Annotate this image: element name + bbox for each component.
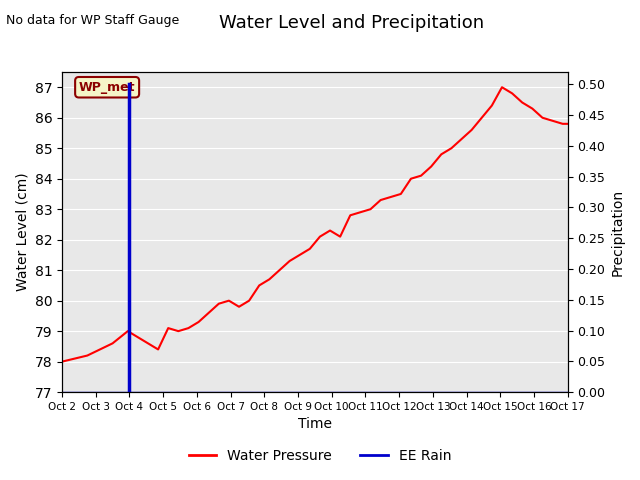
- Water Pressure: [225, 298, 233, 303]
- Water Pressure: [109, 340, 116, 346]
- Water Pressure: [306, 246, 314, 252]
- Water Pressure: [316, 234, 324, 240]
- Water Pressure: [356, 209, 364, 215]
- Water Pressure: [377, 197, 385, 203]
- Text: Water Level and Precipitation: Water Level and Precipitation: [220, 14, 484, 33]
- Water Pressure: [285, 258, 293, 264]
- Water Pressure: [488, 103, 496, 108]
- Water Pressure: [458, 136, 465, 142]
- Water Pressure: [205, 310, 212, 316]
- Water Pressure: [548, 118, 556, 124]
- Water Pressure: [139, 337, 147, 343]
- Text: WP_met: WP_met: [79, 81, 136, 94]
- Water Pressure: [438, 151, 445, 157]
- Water Pressure: [215, 301, 223, 307]
- Water Pressure: [428, 164, 435, 169]
- X-axis label: Time: Time: [298, 418, 332, 432]
- Water Pressure: [559, 121, 566, 127]
- Water Pressure: [296, 252, 303, 258]
- Text: No data for WP Staff Gauge: No data for WP Staff Gauge: [6, 14, 180, 27]
- Line: Water Pressure: Water Pressure: [62, 87, 568, 361]
- Water Pressure: [245, 298, 253, 303]
- Water Pressure: [184, 325, 192, 331]
- Water Pressure: [417, 173, 425, 179]
- Water Pressure: [124, 328, 132, 334]
- Water Pressure: [564, 121, 572, 127]
- Water Pressure: [508, 90, 516, 96]
- Water Pressure: [397, 191, 404, 197]
- Y-axis label: Precipitation: Precipitation: [611, 189, 625, 276]
- Water Pressure: [529, 106, 536, 111]
- Water Pressure: [447, 145, 455, 151]
- Water Pressure: [276, 267, 284, 273]
- Water Pressure: [235, 304, 243, 310]
- Water Pressure: [175, 328, 182, 334]
- Y-axis label: Water Level (cm): Water Level (cm): [15, 173, 29, 291]
- Water Pressure: [387, 194, 395, 200]
- Water Pressure: [518, 100, 526, 106]
- Water Pressure: [336, 234, 344, 240]
- Water Pressure: [83, 353, 91, 359]
- Water Pressure: [195, 319, 202, 325]
- Water Pressure: [164, 325, 172, 331]
- Water Pressure: [154, 347, 162, 352]
- Water Pressure: [346, 213, 354, 218]
- Water Pressure: [58, 359, 66, 364]
- Water Pressure: [367, 206, 374, 212]
- Water Pressure: [407, 176, 415, 181]
- Water Pressure: [255, 283, 263, 288]
- Water Pressure: [326, 228, 334, 233]
- Water Pressure: [478, 115, 486, 120]
- Water Pressure: [468, 127, 476, 133]
- Legend: Water Pressure, EE Rain: Water Pressure, EE Rain: [183, 443, 457, 468]
- Water Pressure: [498, 84, 506, 90]
- Water Pressure: [539, 115, 547, 120]
- Water Pressure: [266, 276, 273, 282]
